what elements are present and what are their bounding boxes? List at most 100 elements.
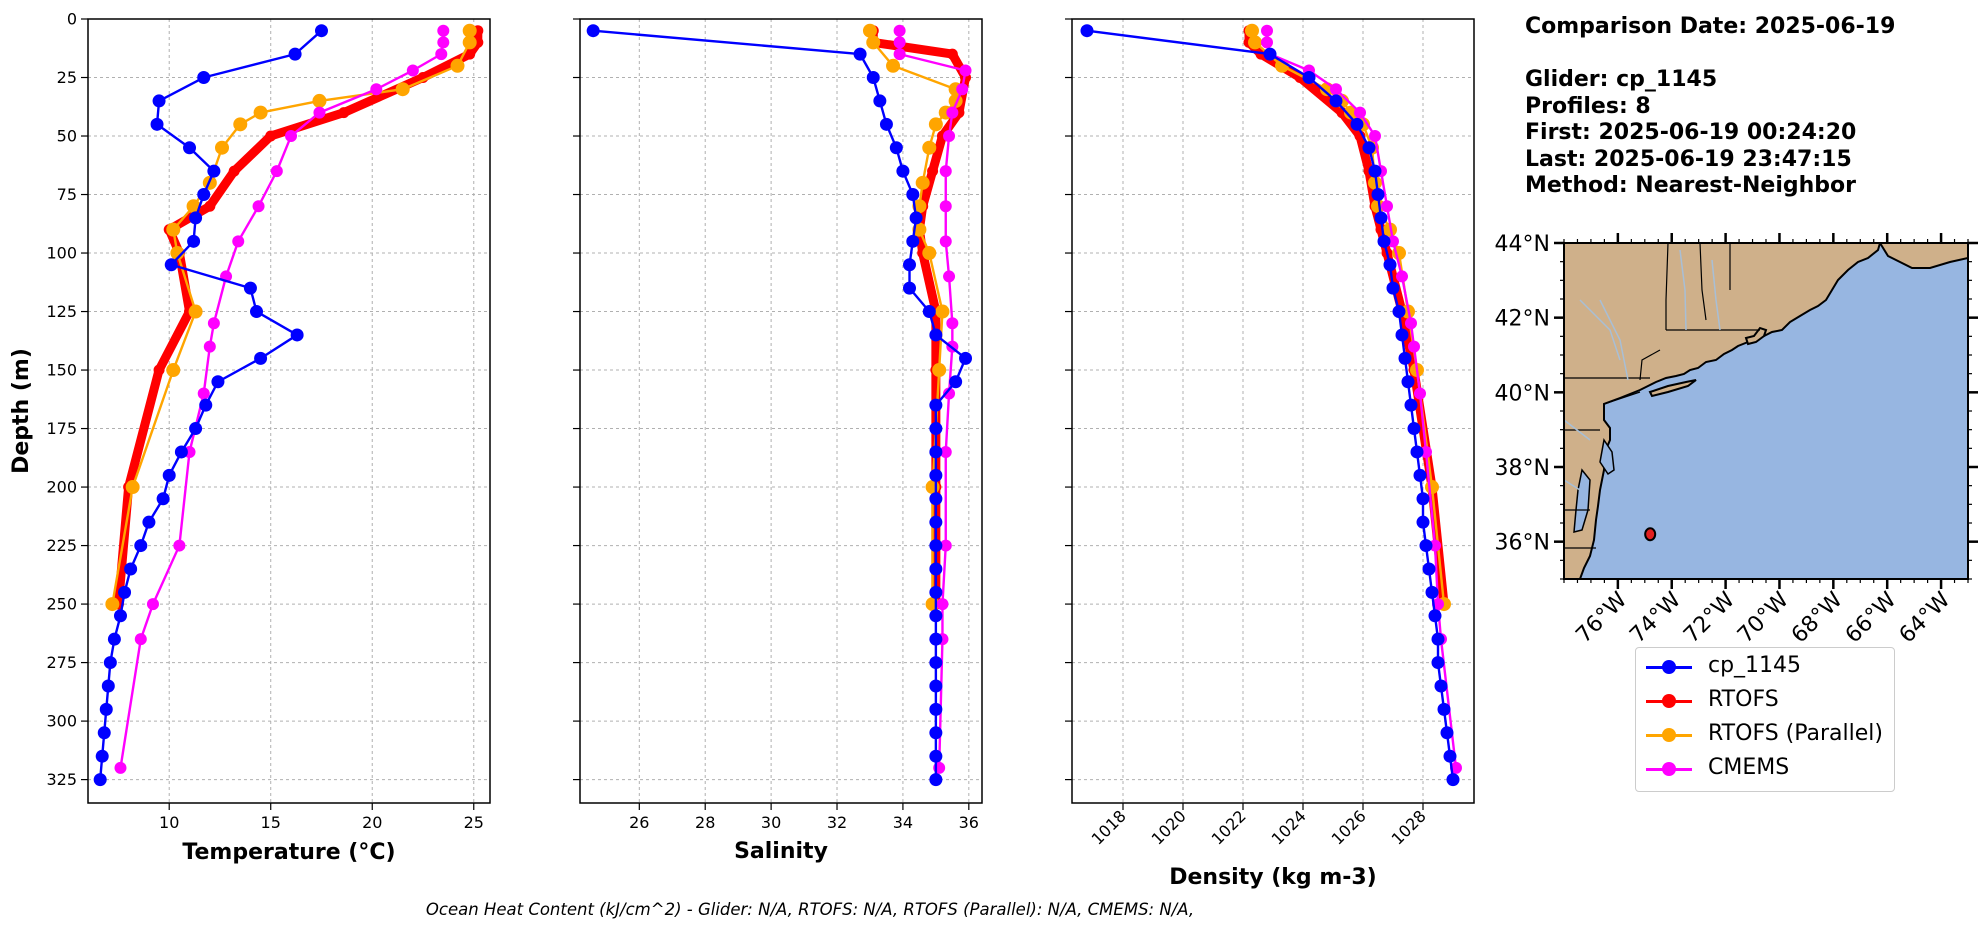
data-point [228,165,240,177]
data-point [925,480,940,495]
data-point [1261,24,1273,37]
land-area [1564,243,1882,579]
data-point [1248,35,1262,50]
data-point [1414,387,1426,400]
x-tick-label: 20 [362,813,382,832]
data-point [207,317,220,330]
data-point [903,281,917,295]
series-line-cp-1145 [593,29,967,780]
data-point [929,585,943,599]
data-point [437,36,450,49]
data-point [893,48,906,61]
data-point [1434,679,1448,693]
data-point [1422,562,1436,576]
y-tick-label: 225 [46,536,77,555]
data-point [253,105,268,120]
data-point [946,317,959,330]
data-point [1302,71,1316,85]
data-point [946,106,959,119]
legend-marker [1662,660,1676,674]
data-point [939,165,952,178]
first-time: First: 2025-06-19 00:24:20 [1525,120,1857,145]
data-point [370,83,383,96]
x-tick-label: 30 [761,813,781,832]
data-point [103,656,117,670]
data-point [1408,340,1420,353]
data-point [1383,258,1397,272]
data-point [1396,270,1408,283]
x-tick-label: 1028 [1388,806,1430,848]
comparison-date: Comparison Date: 2025-06-19 [1525,14,1896,39]
data-point [939,539,952,552]
data-point [1329,94,1343,108]
data-point [922,246,937,261]
data-point [170,246,185,261]
data-point [162,468,176,482]
data-point [1344,105,1358,120]
data-point [1446,773,1460,787]
x-tick-label: 1022 [1208,806,1250,848]
data-point [1420,445,1432,458]
data-point [189,211,203,225]
x-tick-label: 1024 [1268,806,1310,848]
series-line-rtofs-parallel- [868,30,957,605]
data-point [1428,609,1442,623]
data-point [939,235,952,248]
y-tick-label: 150 [46,361,77,380]
method: Method: Nearest-Neighbor [1525,173,1856,198]
data-point [1440,726,1454,740]
data-point [893,24,906,37]
data-point [929,562,943,576]
series-line-cp-1145 [1086,29,1455,780]
x-tick-label: 10 [159,813,179,832]
legend: cp_1145 RTOFS RTOFS (Parallel) CMEMS [1635,647,1895,792]
data-point [862,23,877,38]
data-point [959,351,973,365]
data-point [906,188,920,202]
legend-marker [1662,728,1676,742]
x-tick-label: 36 [959,813,979,832]
data-point [197,188,211,202]
data-point [1377,234,1391,248]
data-point [946,48,958,60]
data-point [866,71,880,85]
data-point [915,175,930,190]
data-point [395,82,410,97]
ocean-heat-content-note: Ocean Heat Content (kJ/cm^2) - Glider: N… [425,900,1195,919]
data-point [134,633,147,646]
data-point [114,761,127,774]
data-point [909,211,923,225]
glider-location-map: 44°N 42°N 40°N 38°N 36°N 76°W74°W72°W70°W68°W… [1495,232,1978,648]
data-point [1443,749,1457,763]
data-point [929,539,943,553]
data-point [156,492,170,506]
y-tick-label: 275 [46,653,77,672]
map-lon-label: 66°W [1841,587,1902,648]
data-point [879,117,893,131]
data-point [922,140,937,155]
map-lat-label: 36°N [1495,531,1550,556]
data-point [1381,200,1393,213]
data-point [290,328,304,342]
data-point [215,140,229,155]
data-point [142,515,156,529]
data-point [1405,317,1417,330]
data-point [1419,539,1433,553]
data-point [903,258,917,272]
y-tick-label: 25 [57,68,77,87]
data-point [1245,23,1259,38]
data-point [928,117,943,132]
data-point [1413,468,1427,482]
data-point [1080,24,1094,38]
y-tick-label: 75 [57,185,77,204]
y-tick-label: 200 [46,478,77,497]
data-point [929,328,943,342]
last-time: Last: 2025-06-19 23:47:15 [1525,146,1852,172]
data-point [939,445,952,458]
axes-frame [87,18,491,804]
data-point [1374,211,1388,225]
data-point [1410,445,1424,459]
legend-label: RTOFS (Parallel) [1708,721,1883,746]
map-lat-label: 44°N [1495,232,1550,257]
